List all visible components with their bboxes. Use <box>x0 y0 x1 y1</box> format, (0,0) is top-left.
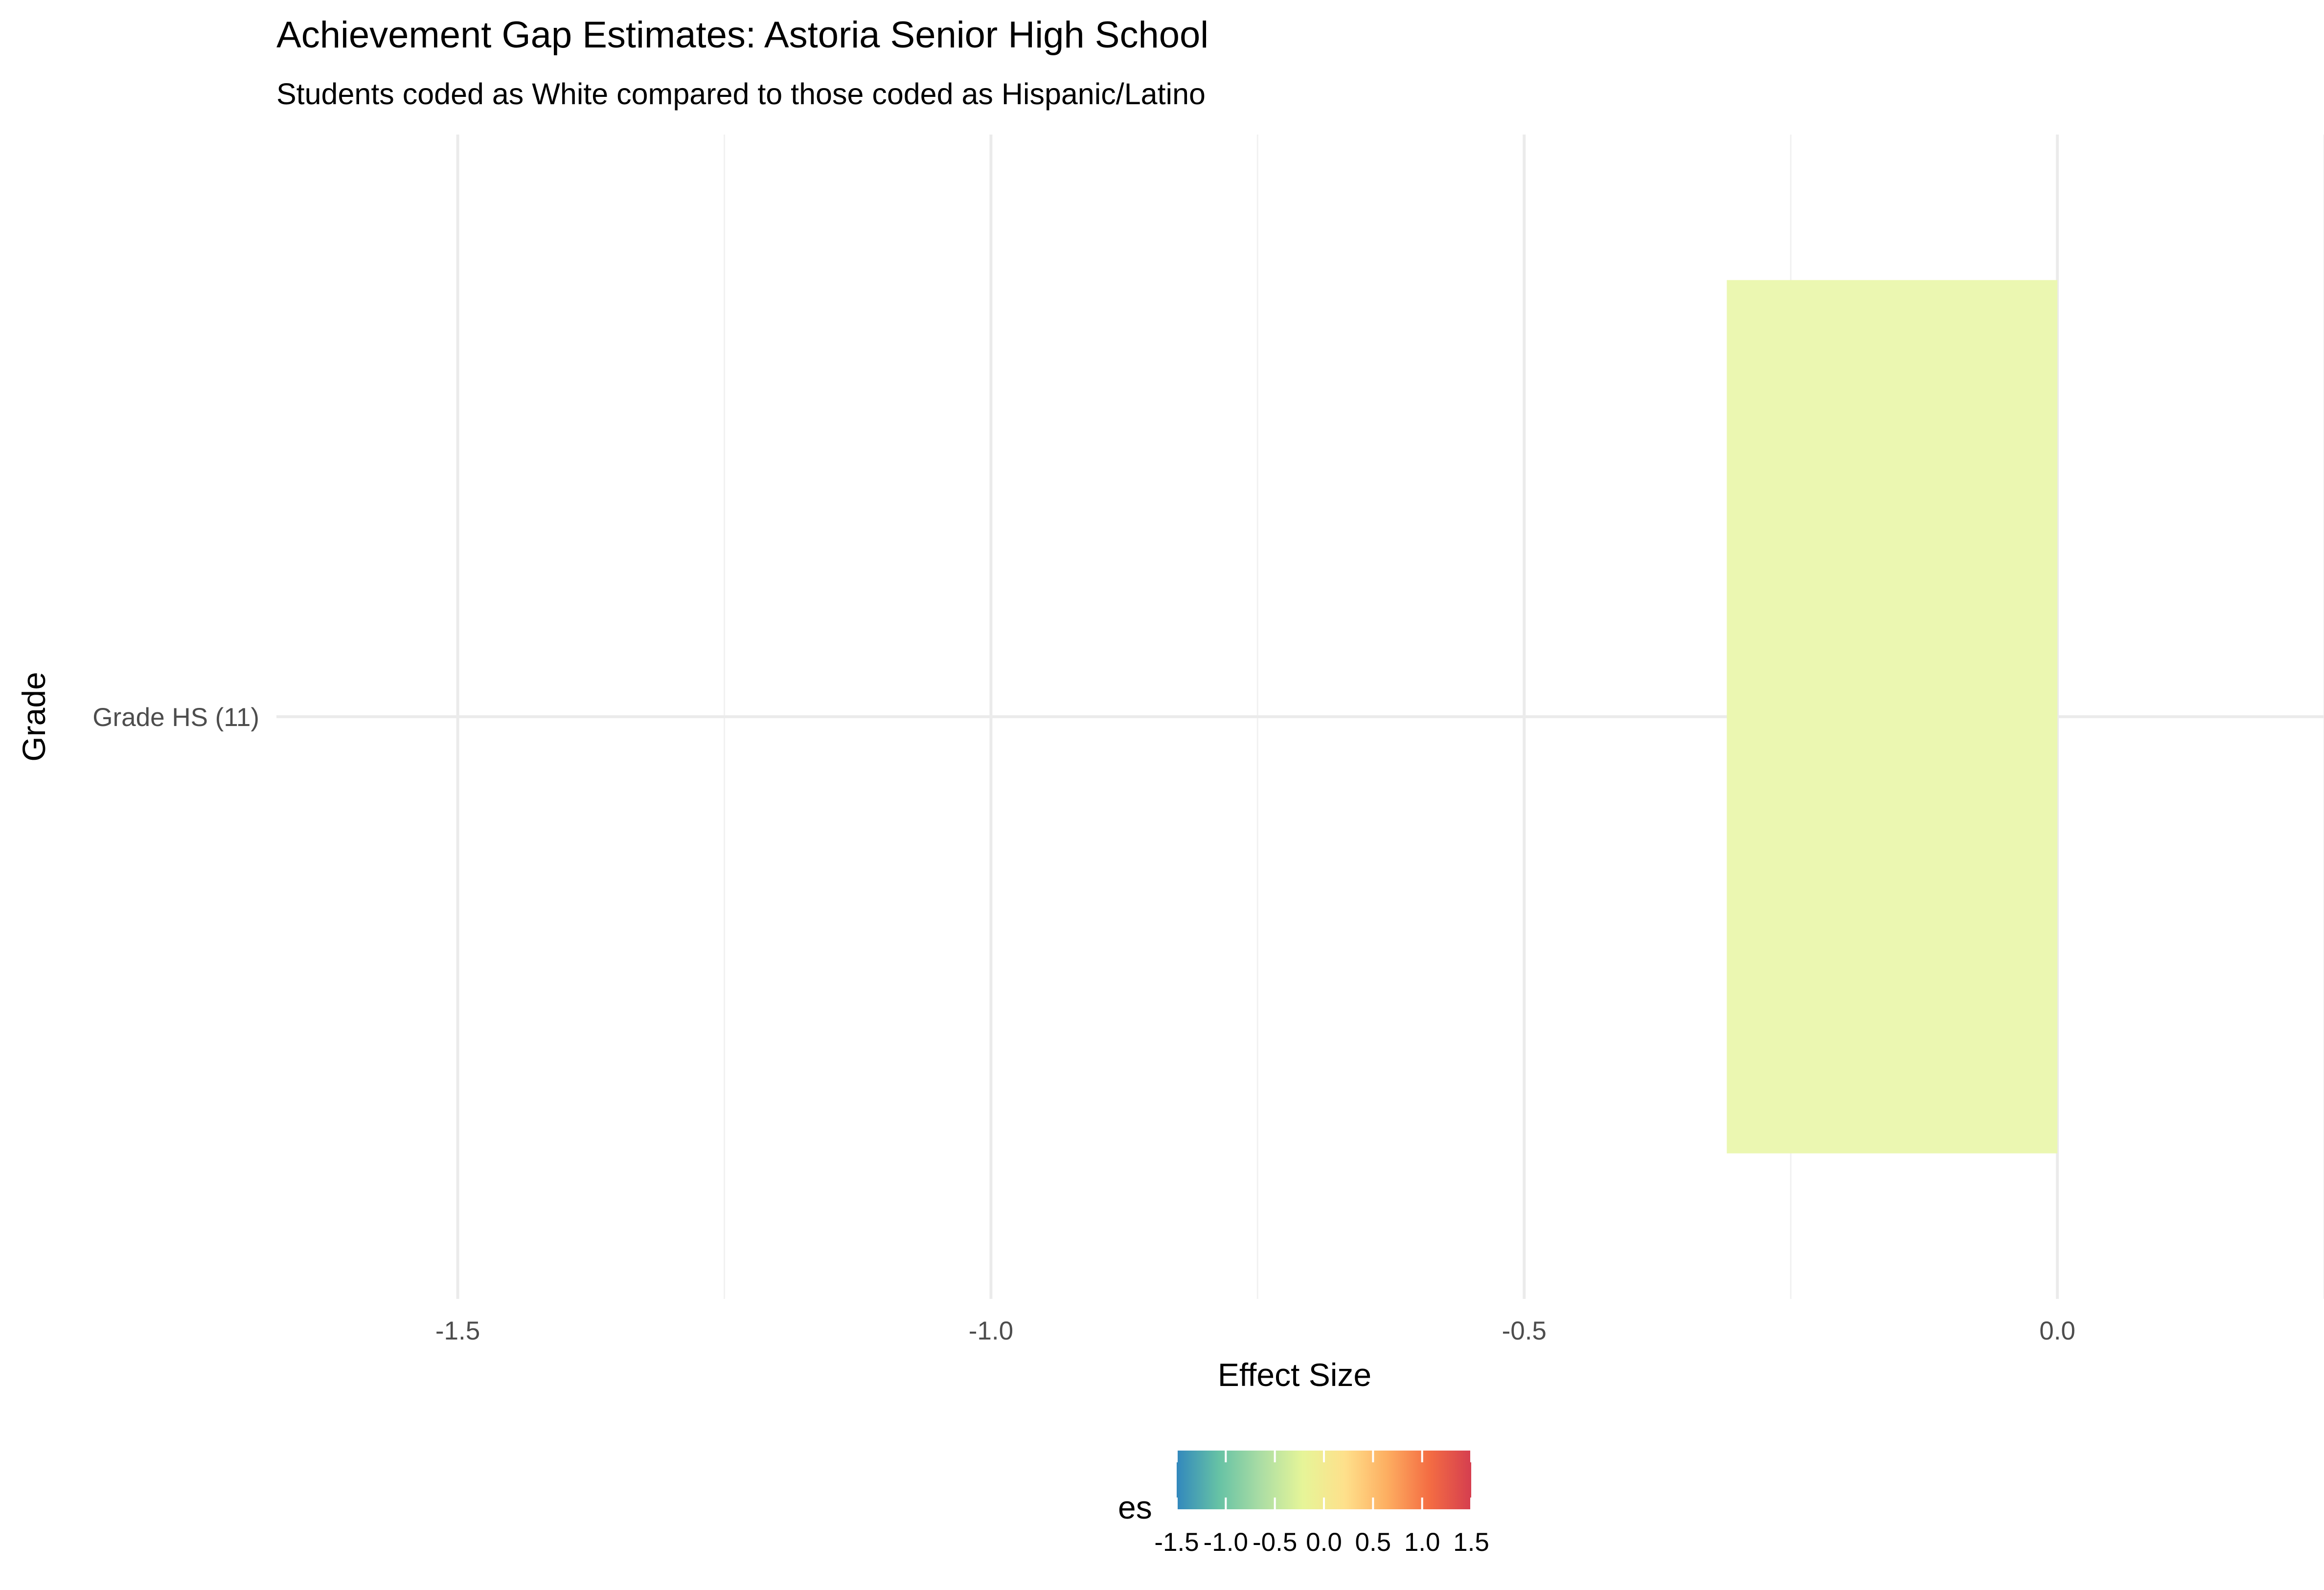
chart-subtitle: Students coded as White compared to thos… <box>276 77 1206 111</box>
x-tick-label: 0.0 <box>2039 1317 2075 1345</box>
chart-title: Achievement Gap Estimates: Astoria Senio… <box>276 14 1208 56</box>
legend: es -1.5 -1.0 -0.5 0.0 0.5 1.0 1.5 <box>1118 1451 1489 1557</box>
y-axis-title: Grade <box>16 672 52 761</box>
legend-tick-label: -1.5 <box>1154 1528 1199 1557</box>
legend-title: es <box>1118 1489 1152 1525</box>
legend-ticks: -1.5 -1.0 -0.5 0.0 0.5 1.0 1.5 <box>1154 1451 1489 1557</box>
plot-area: Grade HS (11) -1.5 -1.0 -0.5 0.0 <box>92 135 2324 1345</box>
x-tick-label: -1.0 <box>969 1317 1013 1345</box>
legend-tick-label: 1.0 <box>1404 1528 1440 1557</box>
y-tick-label: Grade HS (11) <box>92 703 259 732</box>
x-axis-title: Effect Size <box>1218 1357 1371 1393</box>
legend-tick-label: 0.0 <box>1306 1528 1342 1557</box>
x-tick-label: -0.5 <box>1502 1317 1547 1345</box>
bar <box>1727 280 2058 1154</box>
x-tick-label: -1.5 <box>435 1317 480 1345</box>
legend-tick-label: -0.5 <box>1253 1528 1297 1557</box>
legend-tick-label: 1.5 <box>1453 1528 1489 1557</box>
legend-tick-label: -1.0 <box>1204 1528 1248 1557</box>
legend-tick-label: 0.5 <box>1355 1528 1391 1557</box>
